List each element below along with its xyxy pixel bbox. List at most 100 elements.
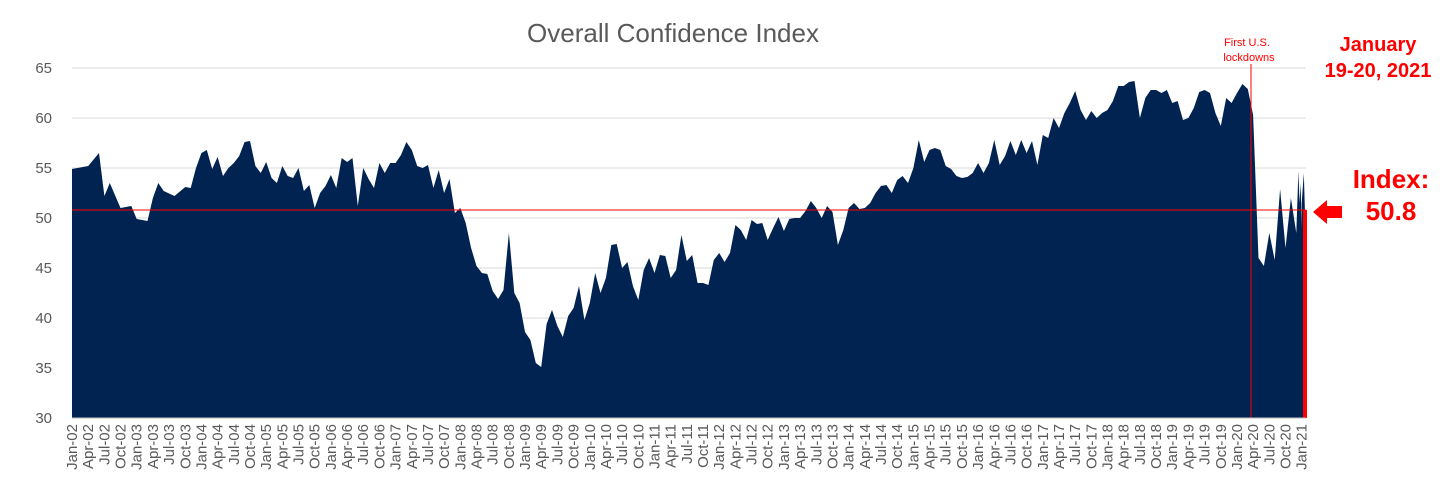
y-tick-label: 55 (35, 160, 52, 177)
x-tick-label: Jan-02 (64, 424, 81, 470)
y-tick-label: 30 (35, 410, 52, 427)
x-tick-label: Oct-13 (825, 424, 842, 469)
x-tick-label: Oct-15 (954, 424, 971, 469)
x-tick-label: Jan-12 (711, 424, 728, 470)
x-tick-label: Apr-05 (274, 424, 291, 469)
x-tick-label: Jan-18 (1100, 424, 1117, 470)
x-tick-label: Jul-05 (291, 424, 308, 465)
date-label-line1: January (1340, 34, 1418, 56)
x-tick-label: Oct-05 (307, 424, 324, 469)
x-tick-label: Jul-20 (1261, 424, 1278, 465)
y-tick-label: 35 (35, 360, 52, 377)
x-tick-label: Apr-02 (80, 424, 97, 469)
x-tick-label: Jul-08 (485, 424, 502, 465)
x-tick-label: Jul-09 (549, 424, 566, 465)
x-tick-label: Oct-20 (1278, 424, 1295, 469)
x-tick-label: Apr-11 (663, 424, 680, 468)
date-label-line2: 19-20, 2021 (1325, 60, 1432, 82)
index-label-line2: 50.8 (1366, 196, 1417, 226)
y-tick-label: 40 (35, 310, 52, 327)
x-tick-label: Jul-19 (1197, 424, 1214, 465)
annotations: First U.S. lockdowns January 19-20, 2021… (1223, 34, 1431, 226)
x-tick-label: Jul-10 (614, 424, 631, 465)
index-arrow-icon (1313, 200, 1342, 224)
x-tick-label: Oct-14 (889, 424, 906, 469)
x-tick-label: Apr-09 (533, 424, 550, 469)
x-tick-label: Jan-21 (1294, 424, 1311, 470)
x-tick-label: Jul-12 (744, 424, 761, 465)
x-tick-label: Oct-17 (1083, 424, 1100, 469)
y-axis-ticks: 30 35 40 45 50 55 60 65 (35, 60, 52, 427)
x-tick-label: Apr-04 (210, 424, 227, 469)
x-tick-label: Apr-10 (598, 424, 615, 469)
x-tick-label: Jul-06 (355, 424, 372, 465)
x-tick-label: Oct-12 (760, 424, 777, 469)
x-tick-label: Jan-10 (582, 424, 599, 470)
x-tick-label: Jan-09 (517, 424, 534, 470)
x-tick-label: Apr-12 (727, 424, 744, 469)
x-tick-label: Jul-15 (938, 424, 955, 465)
x-tick-label: Jul-13 (808, 424, 825, 465)
x-tick-label: Oct-03 (177, 424, 194, 469)
x-tick-label: Jan-11 (647, 424, 664, 469)
x-tick-label: Jan-04 (193, 424, 210, 470)
series-area (72, 81, 1305, 418)
area-layer (72, 64, 1307, 419)
x-tick-label: Apr-08 (469, 424, 486, 469)
x-tick-label: Oct-16 (1019, 424, 1036, 469)
x-tick-label: Jul-11 (679, 424, 696, 464)
x-tick-label: Jul-14 (873, 424, 890, 465)
lockdown-label-line2: lockdowns (1223, 52, 1275, 64)
y-tick-label: 65 (35, 60, 52, 77)
x-tick-label: Oct-19 (1213, 424, 1230, 469)
x-tick-label: Oct-18 (1148, 424, 1165, 469)
x-tick-label: Jul-03 (161, 424, 178, 465)
x-tick-label: Apr-20 (1245, 424, 1262, 469)
x-tick-label: Jan-07 (388, 424, 405, 470)
x-tick-label: Jan-08 (452, 424, 469, 470)
x-tick-label: Apr-14 (857, 424, 874, 469)
x-tick-label: Jul-07 (420, 424, 437, 465)
x-tick-label: Jan-13 (776, 424, 793, 470)
index-label-line1: Index: (1353, 164, 1430, 194)
x-tick-label: Jan-05 (258, 424, 275, 470)
x-tick-label: Jan-17 (1035, 424, 1052, 470)
x-tick-label: Oct-06 (371, 424, 388, 469)
y-tick-label: 45 (35, 260, 52, 277)
x-tick-label: Apr-19 (1180, 424, 1197, 469)
x-tick-label: Oct-02 (113, 424, 130, 469)
y-tick-label: 50 (35, 210, 52, 227)
x-tick-label: Oct-10 (630, 424, 647, 469)
x-tick-label: Oct-09 (566, 424, 583, 469)
x-tick-label: Jul-02 (96, 424, 113, 465)
x-tick-label: Jul-18 (1132, 424, 1149, 465)
x-tick-label: Oct-08 (501, 424, 518, 469)
x-tick-label: Apr-03 (145, 424, 162, 469)
x-tick-label: Jan-19 (1164, 424, 1181, 470)
x-tick-label: Jan-03 (129, 424, 146, 470)
x-axis-ticks: Jan-02 Apr-02 Jul-02 Oct-02 Jan-03 Apr-03 Jul-… (64, 424, 1311, 470)
x-tick-label: Jan-20 (1229, 424, 1246, 470)
x-tick-label: Jul-16 (1002, 424, 1019, 465)
x-tick-label: Jul-17 (1067, 424, 1084, 465)
x-tick-label: Oct-07 (436, 424, 453, 469)
x-tick-label: Apr-07 (404, 424, 421, 469)
x-tick-label: Oct-11 (695, 424, 712, 468)
x-tick-label: Apr-13 (792, 424, 809, 469)
x-tick-label: Jan-06 (323, 424, 340, 470)
x-tick-label: Apr-17 (1051, 424, 1068, 469)
x-tick-label: Jan-14 (841, 424, 858, 470)
x-tick-label: Apr-06 (339, 424, 356, 469)
y-tick-label: 60 (35, 110, 52, 127)
lockdown-label-line1: First U.S. (1224, 37, 1270, 49)
x-tick-label: Oct-04 (242, 424, 259, 469)
x-tick-label: Jul-04 (226, 424, 243, 465)
x-tick-label: Jan-16 (970, 424, 987, 470)
x-tick-label: Apr-15 (922, 424, 939, 469)
x-tick-label: Apr-16 (986, 424, 1003, 469)
x-tick-label: Apr-18 (1116, 424, 1133, 469)
chart-title: Overall Confidence Index (527, 18, 819, 48)
x-tick-label: Jan-15 (905, 424, 922, 470)
